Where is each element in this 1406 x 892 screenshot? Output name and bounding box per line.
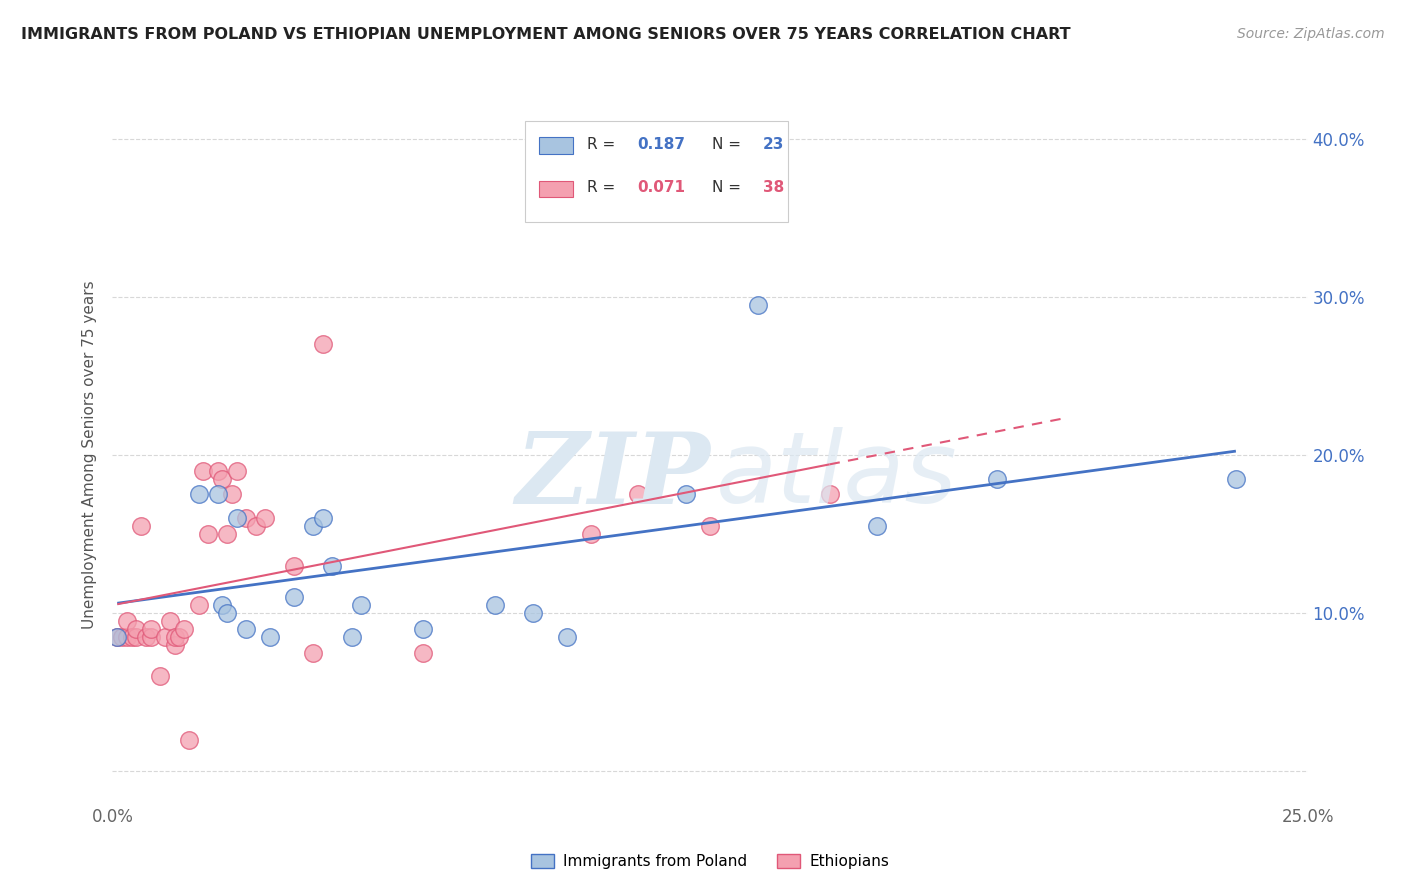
Point	[235, 622, 257, 636]
Point	[105, 630, 128, 644]
FancyBboxPatch shape	[538, 137, 572, 154]
Point	[221, 487, 243, 501]
Point	[747, 298, 769, 312]
Point	[412, 646, 434, 660]
Point	[125, 630, 148, 644]
Text: 38: 38	[762, 180, 785, 195]
Point	[217, 527, 239, 541]
Point	[169, 630, 191, 644]
Point	[312, 337, 335, 351]
Point	[149, 669, 172, 683]
Point	[197, 527, 219, 541]
Point	[211, 472, 233, 486]
Text: 0.071: 0.071	[637, 180, 685, 195]
Point	[153, 630, 176, 644]
Point	[177, 732, 200, 747]
Text: ZIP: ZIP	[515, 427, 710, 524]
Point	[173, 622, 195, 636]
Text: 0.187: 0.187	[637, 137, 685, 153]
Point	[139, 622, 162, 636]
Point	[135, 630, 157, 644]
Point	[245, 519, 267, 533]
Point	[225, 464, 247, 478]
Point	[555, 630, 578, 644]
Point	[522, 606, 544, 620]
Point	[254, 511, 277, 525]
Point	[115, 614, 138, 628]
Point	[193, 464, 215, 478]
Point	[986, 472, 1008, 486]
Point	[111, 630, 134, 644]
Point	[340, 630, 363, 644]
Text: R =: R =	[586, 180, 620, 195]
Point	[187, 487, 209, 501]
Point	[818, 487, 841, 501]
Point	[207, 487, 229, 501]
Point	[129, 519, 152, 533]
Point	[312, 511, 335, 525]
Text: atlas: atlas	[716, 427, 957, 524]
Point	[412, 622, 434, 636]
Point	[217, 606, 239, 620]
Point	[302, 646, 325, 660]
Point	[211, 598, 233, 612]
Legend: Immigrants from Poland, Ethiopians: Immigrants from Poland, Ethiopians	[524, 848, 896, 875]
Point	[115, 630, 138, 644]
Text: N =: N =	[713, 137, 747, 153]
Point	[283, 558, 305, 573]
Point	[321, 558, 343, 573]
Point	[699, 519, 721, 533]
Point	[866, 519, 889, 533]
Point	[484, 598, 506, 612]
Point	[163, 638, 186, 652]
Text: N =: N =	[713, 180, 747, 195]
Point	[1225, 472, 1247, 486]
Text: Source: ZipAtlas.com: Source: ZipAtlas.com	[1237, 27, 1385, 41]
Point	[627, 487, 650, 501]
Point	[125, 622, 148, 636]
FancyBboxPatch shape	[524, 121, 787, 222]
Point	[121, 630, 143, 644]
Point	[187, 598, 209, 612]
Y-axis label: Unemployment Among Seniors over 75 years: Unemployment Among Seniors over 75 years	[82, 281, 97, 629]
Point	[163, 630, 186, 644]
Point	[350, 598, 373, 612]
Point	[225, 511, 247, 525]
Point	[235, 511, 257, 525]
Text: 23: 23	[762, 137, 785, 153]
Point	[579, 527, 602, 541]
Text: R =: R =	[586, 137, 620, 153]
Text: IMMIGRANTS FROM POLAND VS ETHIOPIAN UNEMPLOYMENT AMONG SENIORS OVER 75 YEARS COR: IMMIGRANTS FROM POLAND VS ETHIOPIAN UNEM…	[21, 27, 1071, 42]
Point	[283, 591, 305, 605]
Point	[105, 630, 128, 644]
Point	[207, 464, 229, 478]
Point	[159, 614, 181, 628]
Point	[259, 630, 281, 644]
Point	[675, 487, 697, 501]
FancyBboxPatch shape	[538, 180, 572, 197]
Point	[139, 630, 162, 644]
Point	[302, 519, 325, 533]
